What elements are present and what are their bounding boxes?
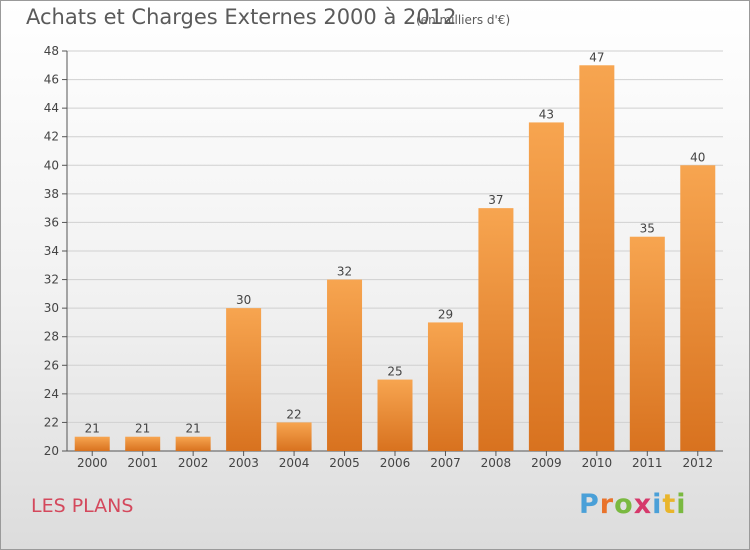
bar xyxy=(528,122,564,451)
proxiti-logo: Proxiti xyxy=(579,489,687,520)
y-tick-label: 26 xyxy=(44,358,59,372)
y-tick-label: 48 xyxy=(44,44,59,58)
commune-name: LES PLANS xyxy=(31,495,134,517)
chart-title: Achats et Charges Externes 2000 à 2012 xyxy=(26,5,457,29)
y-tick-label: 38 xyxy=(44,187,59,201)
x-tick-label: 2008 xyxy=(481,456,512,470)
x-tick-label: 2002 xyxy=(178,456,209,470)
y-tick-label: 42 xyxy=(44,130,59,144)
x-tick-label: 2011 xyxy=(632,456,663,470)
x-tick-label: 2012 xyxy=(682,456,713,470)
y-tick-label: 28 xyxy=(44,330,59,344)
logo-letter: i xyxy=(652,489,663,520)
bar-value-label: 37 xyxy=(488,193,503,207)
bar xyxy=(74,436,110,451)
y-tick-label: 32 xyxy=(44,273,59,287)
logo-letter: t xyxy=(662,489,677,520)
bar xyxy=(427,322,463,451)
y-tick-label: 30 xyxy=(44,301,59,315)
bar xyxy=(629,236,665,451)
bar xyxy=(377,379,413,451)
y-tick-label: 34 xyxy=(44,244,59,258)
bar-value-label: 21 xyxy=(85,422,100,436)
x-tick-label: 2010 xyxy=(582,456,613,470)
bar xyxy=(175,436,211,451)
y-tick-label: 46 xyxy=(44,73,59,87)
x-tick-label: 2004 xyxy=(279,456,310,470)
bar xyxy=(226,308,262,451)
bar-value-label: 32 xyxy=(337,265,352,279)
x-tick-label: 2003 xyxy=(228,456,259,470)
bar xyxy=(125,436,161,451)
bar-value-label: 40 xyxy=(690,150,705,164)
bar-value-label: 21 xyxy=(186,422,201,436)
bar xyxy=(327,279,363,451)
chart-unit: (en milliers d'€) xyxy=(416,13,511,27)
logo-letter: P xyxy=(579,489,600,520)
bar-value-label: 29 xyxy=(438,307,453,321)
bar xyxy=(478,208,514,451)
bar xyxy=(579,65,615,452)
x-tick-label: 2007 xyxy=(430,456,461,470)
x-tick-label: 2005 xyxy=(329,456,360,470)
y-tick-label: 40 xyxy=(44,158,59,172)
logo-letter: i xyxy=(676,489,687,520)
logo-letter: o xyxy=(614,489,634,520)
y-tick-label: 24 xyxy=(44,387,59,401)
y-tick-label: 44 xyxy=(44,101,59,115)
bar-value-label: 47 xyxy=(589,50,604,64)
x-tick-label: 2001 xyxy=(127,456,158,470)
bar xyxy=(276,422,312,451)
logo-letter: r xyxy=(599,489,615,520)
bar-value-label: 35 xyxy=(640,222,655,236)
bar-value-label: 25 xyxy=(387,365,402,379)
bar-value-label: 30 xyxy=(236,293,251,307)
bar-value-label: 43 xyxy=(539,107,554,121)
bar xyxy=(680,165,716,452)
y-tick-label: 22 xyxy=(44,415,59,429)
bar-value-label: 22 xyxy=(286,407,301,421)
x-tick-label: 2000 xyxy=(77,456,108,470)
bar-value-label: 21 xyxy=(135,422,150,436)
x-tick-label: 2009 xyxy=(531,456,562,470)
logo-letter: x xyxy=(633,489,653,520)
y-tick-label: 20 xyxy=(44,444,59,458)
x-tick-label: 2006 xyxy=(380,456,411,470)
y-tick-label: 36 xyxy=(44,215,59,229)
